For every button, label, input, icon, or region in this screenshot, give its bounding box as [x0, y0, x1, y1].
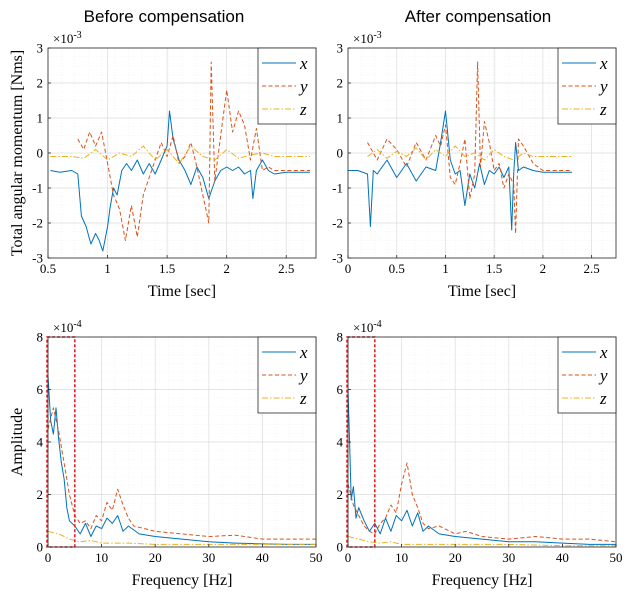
freq_after-y-tick-label: 0 — [337, 540, 344, 555]
freq_before-y-tick-label: 6 — [37, 382, 44, 397]
time_after-y-tick-label: -1 — [332, 181, 343, 196]
time_before-x-tick-label: 1.5 — [159, 261, 175, 276]
time_after-y-tick-label: 1 — [337, 111, 344, 126]
freq_before-legend-label-z: z — [299, 389, 307, 408]
time_after-x-tick-label: 2 — [540, 261, 547, 276]
time_before-x-tick-label: 2.5 — [278, 261, 294, 276]
freq_before-series-group — [48, 376, 316, 545]
freq_after-x-tick-label: 20 — [449, 550, 462, 565]
freq_before-exponent-label: ×10-4 — [53, 319, 82, 335]
freq_before-legend-box — [257, 336, 317, 414]
time_before-y-tick-label: 3 — [37, 41, 44, 56]
column-title-after: After compensation — [405, 7, 551, 26]
time_after-y-tick-label: 3 — [337, 41, 344, 56]
freq_before-y-axis-label: Amplitude — [9, 408, 26, 476]
time_before-y-tick-label: -3 — [32, 251, 43, 266]
freq_after-legend: xyz — [557, 336, 617, 414]
time_after-x-tick-label: 0.5 — [389, 261, 405, 276]
time_after-series-group — [348, 61, 573, 234]
freq_before-series-x — [48, 376, 316, 545]
time_after-series-x — [348, 110, 573, 231]
time_after-legend-label-x: x — [599, 54, 608, 73]
freq_before-x-tick-label: 10 — [95, 550, 108, 565]
time_after-x-tick-label: 2.5 — [584, 261, 600, 276]
time_after-series-z — [367, 145, 573, 161]
time_before-x-axis-label: Time [sec] — [148, 283, 216, 300]
freq_after-y-tick-label: 2 — [337, 487, 344, 502]
freq_before-x-tick-label: 50 — [310, 550, 323, 565]
freq_before-series-z — [48, 530, 316, 545]
time_before-legend-box — [257, 47, 317, 125]
freq_before-x-axis-label: Frequency [Hz] — [132, 572, 233, 589]
time_after-y-tick-label: 0 — [337, 146, 344, 161]
freq_before-legend-label-x: x — [299, 343, 308, 362]
freq_after-x-axis-label: Frequency [Hz] — [432, 572, 533, 589]
freq_before-y-tick-label: 4 — [37, 435, 44, 450]
freq_after-y-tick-label: 8 — [337, 330, 344, 345]
freq_before-legend-label-y: y — [298, 366, 308, 385]
time_before-legend-label-x: x — [299, 54, 308, 73]
time_after-legend-label-y: y — [598, 77, 608, 96]
time_before-y-axis-label: Total angular momentum [Nms] — [9, 50, 26, 256]
time_after-x-tick-label: 1 — [442, 261, 449, 276]
time_after-x-tick-label: 1.5 — [486, 261, 502, 276]
freq_after-legend-label-y: y — [598, 366, 608, 385]
time_before-y-tick-label: 0 — [37, 146, 44, 161]
time_before-series-x — [50, 110, 310, 252]
freq_before-x-tick-label: 20 — [149, 550, 162, 565]
time_before-legend-label-z: z — [299, 100, 307, 119]
time_after-y-tick-label: -2 — [332, 216, 343, 231]
chart-time_before: 0.5 1 1.5 2 2.5 -3 -2 -1 0 1 2 3 ×10-3 Time [sec] Tota… — [9, 30, 317, 300]
chart-time_after: 0 0.5 1 1.5 2 2.5 -3 -2 -1 0 1 2 3 ×10-3 Time [sec] xyz — [332, 30, 617, 300]
time_before-series-group — [50, 61, 310, 252]
freq_after-exponent-label: ×10-4 — [353, 319, 382, 335]
time_before-y-tick-label: -1 — [32, 181, 43, 196]
time_after-exponent-label: ×10-3 — [353, 30, 382, 46]
freq_before-x-tick-label: 30 — [202, 550, 215, 565]
time_before-y-tick-label: 2 — [37, 76, 44, 91]
column-title-before: Before compensation — [84, 7, 245, 26]
time_after-x-tick-label: 0 — [345, 261, 352, 276]
time_after-legend: xyz — [557, 47, 617, 125]
time_before-legend-label-y: y — [298, 77, 308, 96]
chart-freq_after: 0 10 20 30 40 50 0 2 4 6 8 ×10-4 Frequency [Hz] xyz — [337, 319, 623, 589]
time_before-x-tick-label: 2 — [223, 261, 230, 276]
freq_before-y-tick-label: 8 — [37, 330, 44, 345]
time_before-series-z — [50, 145, 310, 164]
freq_after-x-tick-label: 10 — [395, 550, 408, 565]
time_before-legend: xyz — [257, 47, 317, 125]
freq_after-series-x — [348, 389, 616, 545]
freq_after-legend-label-x: x — [599, 343, 608, 362]
freq_before-x-tick-label: 0 — [45, 550, 52, 565]
freq_after-y-tick-label: 4 — [337, 435, 344, 450]
freq_before-x-tick-label: 40 — [256, 550, 269, 565]
freq_before-y-tick-label: 2 — [37, 487, 44, 502]
freq_after-x-tick-label: 50 — [610, 550, 623, 565]
freq_after-legend-box — [557, 336, 617, 414]
time_after-y-tick-label: 2 — [337, 76, 344, 91]
time_before-exponent-label: ×10-3 — [53, 30, 82, 46]
freq_before-legend: xyz — [257, 336, 317, 414]
time_after-x-axis-label: Time [sec] — [448, 283, 516, 300]
chart-freq_before: 0 10 20 30 40 50 0 2 4 6 8 ×10-4 Frequency [Hz] Ampli… — [9, 319, 323, 589]
time_after-y-tick-label: -3 — [332, 251, 343, 266]
freq_after-y-tick-label: 6 — [337, 382, 344, 397]
time_after-series-y — [367, 61, 573, 234]
freq_before-y-tick-label: 0 — [37, 540, 44, 555]
time_before-series-y — [77, 61, 310, 241]
freq_after-x-tick-label: 40 — [556, 550, 569, 565]
time_after-legend-box — [557, 47, 617, 125]
freq_before-series-y — [48, 407, 316, 540]
time_before-y-tick-label: 1 — [37, 111, 44, 126]
time_before-x-tick-label: 0.5 — [40, 261, 56, 276]
freq_after-series-y — [348, 462, 616, 543]
time_before-y-tick-label: -2 — [32, 216, 43, 231]
time_before-x-tick-label: 1 — [104, 261, 111, 276]
freq_after-x-tick-label: 0 — [345, 550, 352, 565]
freq_after-legend-label-z: z — [599, 389, 607, 408]
time_after-legend-label-z: z — [599, 100, 607, 119]
freq_after-x-tick-label: 30 — [502, 550, 515, 565]
